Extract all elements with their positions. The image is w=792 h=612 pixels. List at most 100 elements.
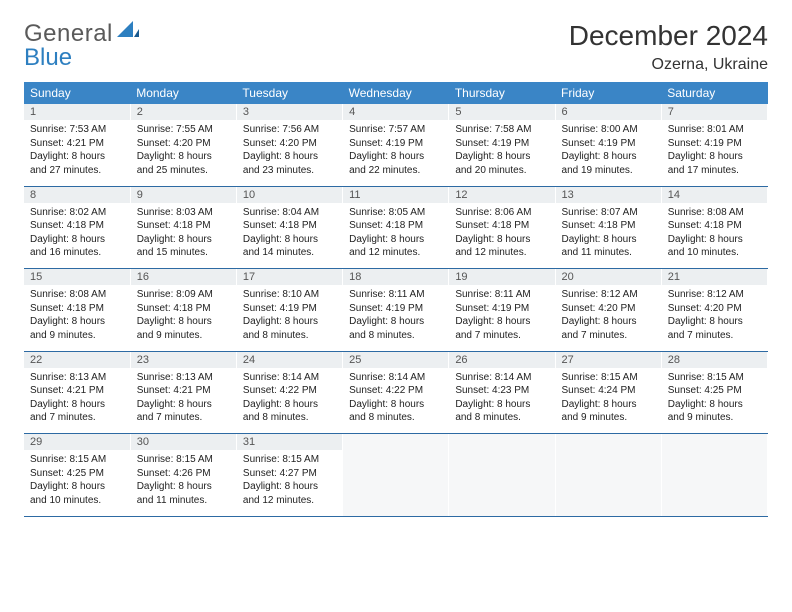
- sunset-text: Sunset: 4:20 PM: [137, 137, 230, 151]
- day-cell: Sunrise: 8:12 AMSunset: 4:20 PMDaylight:…: [661, 285, 767, 351]
- day-cell: Sunrise: 7:57 AMSunset: 4:19 PMDaylight:…: [343, 120, 449, 186]
- sunset-text: Sunset: 4:18 PM: [349, 219, 442, 233]
- day-cell: Sunrise: 8:13 AMSunset: 4:21 PMDaylight:…: [130, 368, 236, 434]
- day-number: 1: [24, 104, 130, 120]
- title-block: December 2024 Ozerna, Ukraine: [569, 20, 768, 74]
- daylight-text: Daylight: 8 hours and 15 minutes.: [137, 233, 230, 260]
- day-cell: Sunrise: 8:01 AMSunset: 4:19 PMDaylight:…: [661, 120, 767, 186]
- daylight-text: Daylight: 8 hours and 14 minutes.: [243, 233, 336, 260]
- sunrise-text: Sunrise: 7:53 AM: [30, 123, 124, 137]
- sunrise-text: Sunrise: 7:55 AM: [137, 123, 230, 137]
- day-cell: Sunrise: 8:05 AMSunset: 4:18 PMDaylight:…: [343, 203, 449, 269]
- daynum-row: 1234567: [24, 104, 768, 120]
- daylight-text: Daylight: 8 hours and 11 minutes.: [137, 480, 230, 507]
- weekday-tuesday: Tuesday: [236, 82, 342, 104]
- day-cell: Sunrise: 8:11 AMSunset: 4:19 PMDaylight:…: [343, 285, 449, 351]
- sunset-text: Sunset: 4:18 PM: [455, 219, 548, 233]
- day-number: 31: [236, 434, 342, 451]
- sunset-text: Sunset: 4:19 PM: [455, 302, 548, 316]
- day-cell: Sunrise: 8:14 AMSunset: 4:23 PMDaylight:…: [449, 368, 555, 434]
- sunrise-text: Sunrise: 7:58 AM: [455, 123, 548, 137]
- calendar-table: Sunday Monday Tuesday Wednesday Thursday…: [24, 82, 768, 517]
- sunset-text: Sunset: 4:21 PM: [30, 137, 124, 151]
- content-row: Sunrise: 8:02 AMSunset: 4:18 PMDaylight:…: [24, 203, 768, 269]
- sunset-text: Sunset: 4:18 PM: [30, 219, 124, 233]
- sunrise-text: Sunrise: 8:03 AM: [137, 206, 230, 220]
- weekday-monday: Monday: [130, 82, 236, 104]
- sunrise-text: Sunrise: 8:06 AM: [455, 206, 548, 220]
- day-number: 23: [130, 351, 236, 368]
- daylight-text: Daylight: 8 hours and 9 minutes.: [30, 315, 124, 342]
- sunrise-text: Sunrise: 8:12 AM: [562, 288, 655, 302]
- daylight-text: Daylight: 8 hours and 8 minutes.: [349, 315, 442, 342]
- day-cell: [661, 450, 767, 516]
- calendar-page: General December 2024 Ozerna, Ukraine Bl…: [0, 0, 792, 527]
- day-number: 30: [130, 434, 236, 451]
- sunrise-text: Sunrise: 8:07 AM: [562, 206, 655, 220]
- day-number: 10: [236, 186, 342, 203]
- sunrise-text: Sunrise: 8:11 AM: [455, 288, 548, 302]
- sunset-text: Sunset: 4:18 PM: [668, 219, 761, 233]
- day-cell: Sunrise: 8:06 AMSunset: 4:18 PMDaylight:…: [449, 203, 555, 269]
- daylight-text: Daylight: 8 hours and 9 minutes.: [562, 398, 655, 425]
- weekday-wednesday: Wednesday: [343, 82, 449, 104]
- daylight-text: Daylight: 8 hours and 7 minutes.: [455, 315, 548, 342]
- day-number: 8: [24, 186, 130, 203]
- daylight-text: Daylight: 8 hours and 8 minutes.: [243, 315, 336, 342]
- weekday-friday: Friday: [555, 82, 661, 104]
- sunset-text: Sunset: 4:20 PM: [668, 302, 761, 316]
- sunset-text: Sunset: 4:18 PM: [562, 219, 655, 233]
- day-cell: Sunrise: 8:15 AMSunset: 4:24 PMDaylight:…: [555, 368, 661, 434]
- day-number: 20: [555, 269, 661, 286]
- sunset-text: Sunset: 4:21 PM: [30, 384, 124, 398]
- sunset-text: Sunset: 4:25 PM: [668, 384, 761, 398]
- day-cell: [343, 450, 449, 516]
- day-number: 15: [24, 269, 130, 286]
- sunset-text: Sunset: 4:25 PM: [30, 467, 124, 481]
- sunrise-text: Sunrise: 8:15 AM: [668, 371, 761, 385]
- daynum-row: 15161718192021: [24, 269, 768, 286]
- daylight-text: Daylight: 8 hours and 8 minutes.: [455, 398, 548, 425]
- day-number: 18: [343, 269, 449, 286]
- daylight-text: Daylight: 8 hours and 11 minutes.: [562, 233, 655, 260]
- sunset-text: Sunset: 4:19 PM: [243, 302, 336, 316]
- daylight-text: Daylight: 8 hours and 9 minutes.: [668, 398, 761, 425]
- daylight-text: Daylight: 8 hours and 22 minutes.: [349, 150, 442, 177]
- sunrise-text: Sunrise: 8:08 AM: [30, 288, 124, 302]
- day-cell: Sunrise: 7:55 AMSunset: 4:20 PMDaylight:…: [130, 120, 236, 186]
- sunrise-text: Sunrise: 8:04 AM: [243, 206, 336, 220]
- day-cell: Sunrise: 8:08 AMSunset: 4:18 PMDaylight:…: [661, 203, 767, 269]
- sunrise-text: Sunrise: 8:02 AM: [30, 206, 124, 220]
- daylight-text: Daylight: 8 hours and 10 minutes.: [30, 480, 124, 507]
- sunrise-text: Sunrise: 8:15 AM: [137, 453, 230, 467]
- sunset-text: Sunset: 4:21 PM: [137, 384, 230, 398]
- sunset-text: Sunset: 4:19 PM: [668, 137, 761, 151]
- logo-word2: Blue: [24, 44, 72, 72]
- day-number: 12: [449, 186, 555, 203]
- month-title: December 2024: [569, 20, 768, 52]
- sunrise-text: Sunrise: 8:14 AM: [455, 371, 548, 385]
- sunrise-text: Sunrise: 8:01 AM: [668, 123, 761, 137]
- sunrise-text: Sunrise: 8:14 AM: [349, 371, 442, 385]
- day-cell: [449, 450, 555, 516]
- day-number: 5: [449, 104, 555, 120]
- day-number: 22: [24, 351, 130, 368]
- day-number: 29: [24, 434, 130, 451]
- daylight-text: Daylight: 8 hours and 8 minutes.: [349, 398, 442, 425]
- sunrise-text: Sunrise: 8:10 AM: [243, 288, 336, 302]
- daylight-text: Daylight: 8 hours and 7 minutes.: [30, 398, 124, 425]
- day-number: 28: [661, 351, 767, 368]
- day-cell: Sunrise: 8:10 AMSunset: 4:19 PMDaylight:…: [236, 285, 342, 351]
- day-number: 24: [236, 351, 342, 368]
- daylight-text: Daylight: 8 hours and 20 minutes.: [455, 150, 548, 177]
- sunset-text: Sunset: 4:18 PM: [137, 302, 230, 316]
- sunrise-text: Sunrise: 8:15 AM: [562, 371, 655, 385]
- sunrise-text: Sunrise: 8:05 AM: [349, 206, 442, 220]
- day-number: 2: [130, 104, 236, 120]
- daylight-text: Daylight: 8 hours and 17 minutes.: [668, 150, 761, 177]
- day-number: 9: [130, 186, 236, 203]
- day-cell: Sunrise: 7:56 AMSunset: 4:20 PMDaylight:…: [236, 120, 342, 186]
- sunrise-text: Sunrise: 8:08 AM: [668, 206, 761, 220]
- day-cell: Sunrise: 8:02 AMSunset: 4:18 PMDaylight:…: [24, 203, 130, 269]
- day-number: 14: [661, 186, 767, 203]
